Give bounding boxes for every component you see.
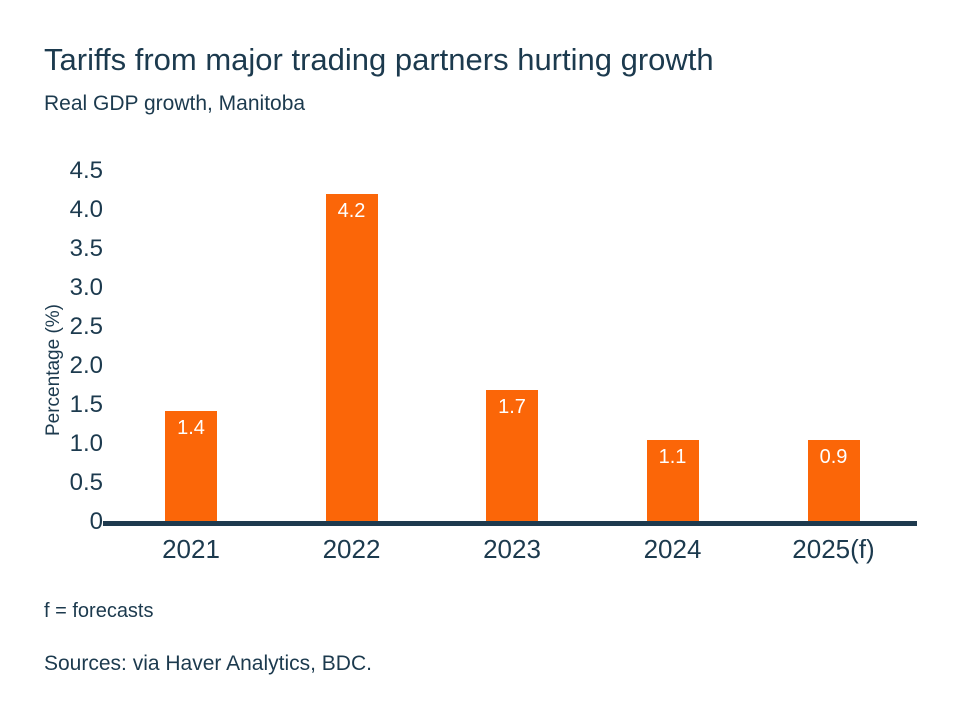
x-tick-label: 2022 <box>322 534 381 564</box>
y-tick-label: 2.5 <box>69 313 103 340</box>
x-axis-line <box>103 521 917 526</box>
y-tick-label: 1.5 <box>69 391 103 418</box>
y-tick-label: 3.0 <box>69 274 103 301</box>
y-tick-label: 1.0 <box>69 430 103 457</box>
bar-2023: 1.7 <box>486 390 538 521</box>
chart-subtitle: Real GDP growth, Manitoba <box>44 92 306 115</box>
y-tick-label: 3.5 <box>69 235 103 262</box>
bar-value-label: 0.9 <box>819 446 848 468</box>
x-tick-label: 2021 <box>162 534 220 564</box>
bar-2025(f): 0.9 <box>807 440 860 521</box>
y-tick-label: 4.0 <box>69 196 103 223</box>
bar-2024: 1.1 <box>646 440 699 521</box>
bar-value-label: 1.4 <box>177 417 205 439</box>
bar-value-label: 1.7 <box>498 396 526 418</box>
bar-2022: 4.2 <box>325 194 378 521</box>
x-tick-label: 2025(f) <box>792 534 875 564</box>
bar-2021: 1.4 <box>165 411 217 521</box>
y-tick-label: 0 <box>89 508 103 535</box>
bar-value-label: 1.1 <box>658 446 687 468</box>
chart-title: Tariffs from major trading partners hurt… <box>44 42 714 77</box>
sources-line: Sources: via Haver Analytics, BDC. <box>44 652 372 675</box>
forecast-footnote: f = forecasts <box>44 600 154 622</box>
y-tick-label: 0.5 <box>69 469 103 496</box>
x-tick-label: 2024 <box>643 534 702 564</box>
bar-value-label: 4.2 <box>337 200 366 222</box>
y-tick-label: 2.0 <box>69 352 103 379</box>
y-tick-label: 4.5 <box>69 157 103 184</box>
x-tick-label: 2023 <box>483 534 541 564</box>
